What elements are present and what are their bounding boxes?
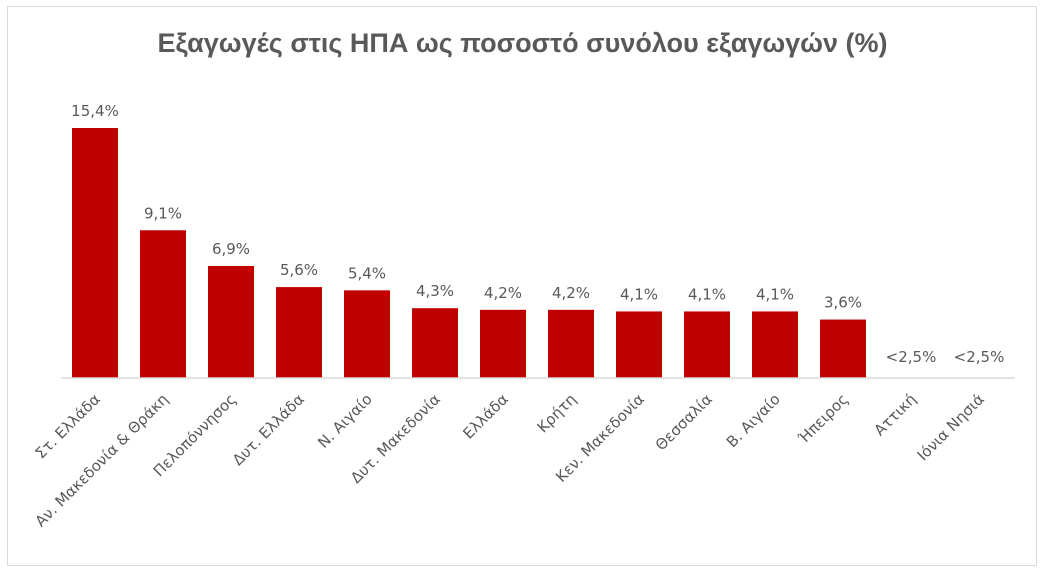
bar bbox=[412, 308, 458, 378]
bar bbox=[820, 319, 866, 378]
bar bbox=[140, 230, 186, 378]
category-label: Β. Αιγαίο bbox=[723, 390, 784, 451]
data-label: 6,9% bbox=[212, 240, 250, 258]
data-label: 3,6% bbox=[824, 294, 862, 312]
bar bbox=[72, 128, 118, 378]
category-label: Στ. Ελλάδα bbox=[32, 390, 104, 462]
data-label: 5,4% bbox=[348, 264, 386, 282]
bar bbox=[548, 309, 594, 378]
data-label: 4,1% bbox=[688, 285, 726, 303]
bar bbox=[208, 265, 254, 378]
category-label: Αττική bbox=[871, 390, 920, 439]
category-label: Θεσσαλία bbox=[652, 390, 716, 454]
data-label: 4,1% bbox=[620, 285, 658, 303]
data-label: 15,4% bbox=[71, 102, 119, 120]
data-label: 4,3% bbox=[416, 282, 454, 300]
data-label: 9,1% bbox=[144, 204, 182, 222]
category-label: Ήπειρος bbox=[794, 390, 852, 448]
chart-title: Εξαγωγές στις ΗΠΑ ως ποσοστό συνόλου εξα… bbox=[157, 28, 888, 58]
bar bbox=[276, 287, 322, 378]
bar bbox=[616, 311, 662, 378]
bar bbox=[480, 309, 526, 378]
data-label: 5,6% bbox=[280, 261, 318, 279]
bar bbox=[344, 290, 390, 378]
category-label: Ιόνια Νησιά bbox=[914, 390, 988, 464]
category-label: Δυτ. Ελλάδα bbox=[229, 390, 308, 469]
bar bbox=[752, 311, 798, 378]
bar bbox=[684, 311, 730, 378]
category-label: Κρήτη bbox=[534, 390, 580, 436]
category-label: Ελλάδα bbox=[459, 390, 512, 443]
data-label: <2,5% bbox=[886, 348, 937, 366]
data-label: 4,2% bbox=[484, 284, 522, 302]
data-label: 4,2% bbox=[552, 284, 590, 302]
category-label: Ν. Αιγαίο bbox=[314, 390, 376, 452]
category-label: Αν. Μακεδονία & Θράκη bbox=[32, 390, 172, 530]
data-label: <2,5% bbox=[954, 348, 1005, 366]
data-label: 4,1% bbox=[756, 285, 794, 303]
